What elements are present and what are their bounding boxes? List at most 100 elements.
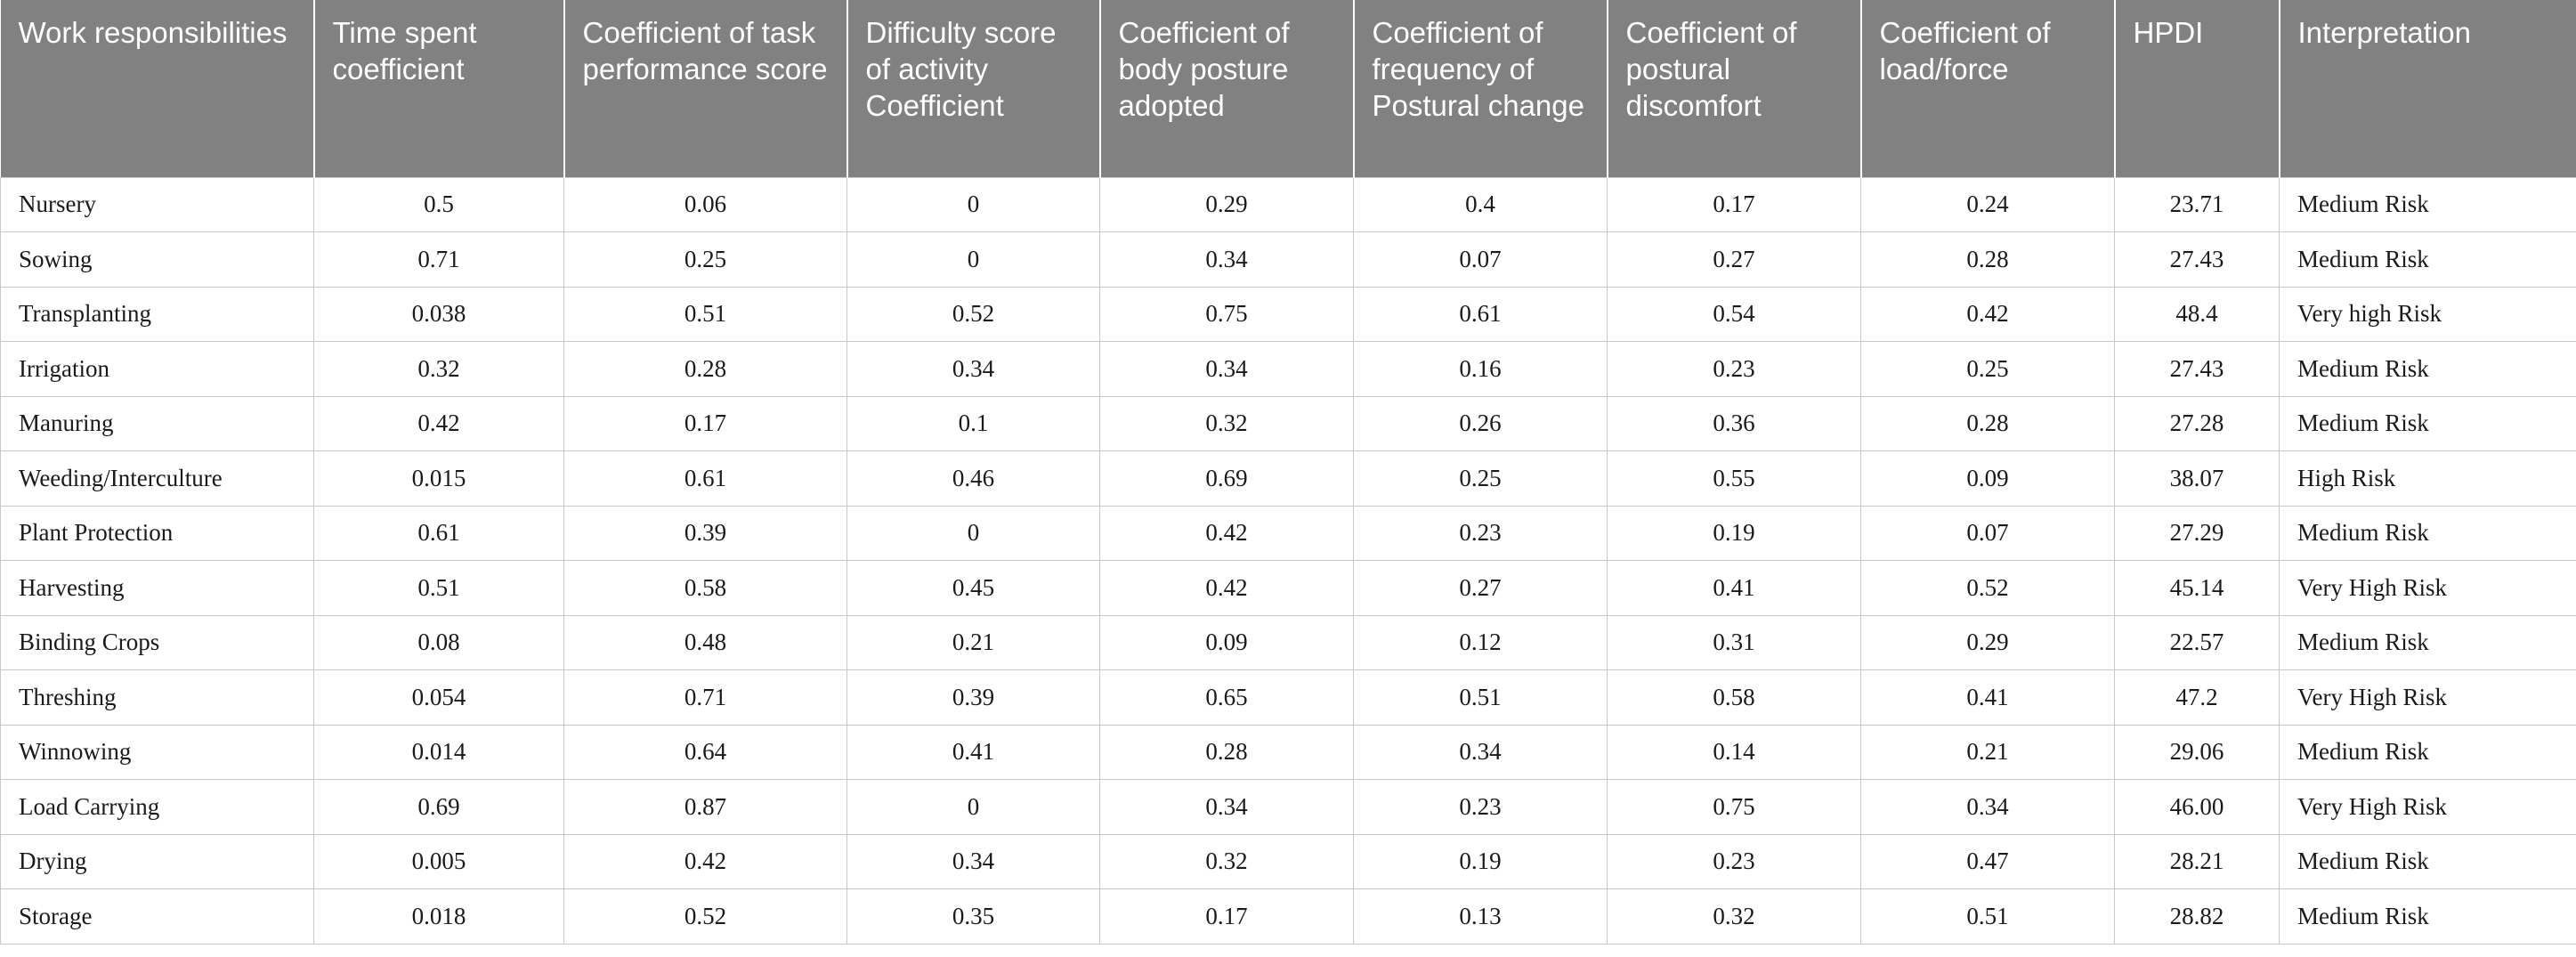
- cell-postural-change-frequency: 0.51: [1353, 669, 1608, 726]
- cell-interpretation: Medium Risk: [2279, 888, 2576, 945]
- cell-hpdi: 22.57: [2114, 614, 2280, 670]
- cell-load-force: 0.34: [1860, 779, 2115, 835]
- table-row: Storage 0.018 0.52 0.35 0.17 0.13 0.32 0.51 28.8…: [0, 888, 2576, 945]
- cell-postural-change-frequency: 0.34: [1353, 724, 1608, 780]
- cell-work-responsibility: Winnowing: [0, 724, 314, 780]
- cell-work-responsibility: Harvesting: [0, 560, 314, 616]
- cell-time-spent-coefficient: 0.038: [313, 286, 564, 342]
- cell-work-responsibility: Load Carrying: [0, 779, 314, 835]
- cell-interpretation: Medium Risk: [2279, 614, 2576, 670]
- cell-work-responsibility: Sowing: [0, 231, 314, 288]
- cell-task-performance-score: 0.48: [563, 614, 847, 670]
- cell-postural-change-frequency: 0.61: [1353, 286, 1608, 342]
- cell-postural-discomfort: 0.32: [1607, 888, 1861, 945]
- cell-postural-change-frequency: 0.16: [1353, 341, 1608, 397]
- cell-body-posture: 0.32: [1099, 395, 1354, 451]
- table-row: Binding Crops 0.08 0.48 0.21 0.09 0.12 0.31 0.2…: [0, 614, 2576, 670]
- cell-load-force: 0.24: [1860, 176, 2115, 232]
- cell-difficulty-score: 0.21: [847, 614, 1100, 670]
- cell-hpdi: 29.06: [2114, 724, 2280, 780]
- header-task-performance-score: Coefficient of task performance score: [563, 0, 847, 177]
- cell-body-posture: 0.34: [1099, 341, 1354, 397]
- cell-postural-change-frequency: 0.07: [1353, 231, 1608, 288]
- cell-postural-change-frequency: 0.25: [1353, 450, 1608, 507]
- cell-hpdi: 27.43: [2114, 231, 2280, 288]
- cell-interpretation: Medium Risk: [2279, 231, 2576, 288]
- header-postural-discomfort: Coefficient of postural discomfort: [1606, 0, 1861, 177]
- cell-postural-change-frequency: 0.23: [1353, 505, 1608, 561]
- cell-hpdi: 48.4: [2114, 286, 2280, 342]
- cell-load-force: 0.42: [1860, 286, 2115, 342]
- cell-load-force: 0.07: [1860, 505, 2115, 561]
- cell-difficulty-score: 0: [847, 176, 1100, 232]
- cell-time-spent-coefficient: 0.054: [313, 669, 564, 726]
- table-row: Harvesting 0.51 0.58 0.45 0.42 0.27 0.41 0.52 45…: [0, 560, 2576, 616]
- cell-difficulty-score: 0.45: [847, 560, 1100, 616]
- cell-hpdi: 23.71: [2114, 176, 2280, 232]
- table-row: Manuring 0.42 0.17 0.1 0.32 0.26 0.36 0.28 27.28…: [0, 395, 2576, 451]
- cell-body-posture: 0.34: [1099, 231, 1354, 288]
- cell-body-posture: 0.17: [1099, 888, 1354, 945]
- cell-time-spent-coefficient: 0.005: [313, 833, 564, 889]
- cell-interpretation: Very High Risk: [2279, 779, 2576, 835]
- cell-hpdi: 27.29: [2114, 505, 2280, 561]
- cell-load-force: 0.21: [1860, 724, 2115, 780]
- cell-hpdi: 38.07: [2114, 450, 2280, 507]
- cell-postural-discomfort: 0.58: [1607, 669, 1861, 726]
- cell-hpdi: 45.14: [2114, 560, 2280, 616]
- cell-postural-change-frequency: 0.12: [1353, 614, 1608, 670]
- cell-postural-change-frequency: 0.27: [1353, 560, 1608, 616]
- cell-body-posture: 0.42: [1099, 560, 1354, 616]
- cell-interpretation: Medium Risk: [2279, 395, 2576, 451]
- cell-task-performance-score: 0.39: [563, 505, 847, 561]
- cell-load-force: 0.51: [1860, 888, 2115, 945]
- header-work-responsibilities: Work responsibilities: [0, 0, 314, 177]
- table-row: Drying 0.005 0.42 0.34 0.32 0.19 0.23 0.47 28.21…: [0, 833, 2576, 889]
- cell-interpretation: Medium Risk: [2279, 176, 2576, 232]
- cell-time-spent-coefficient: 0.5: [313, 176, 564, 232]
- header-time-spent-coefficient: Time spent coefficient: [312, 0, 564, 177]
- cell-work-responsibility: Storage: [0, 888, 314, 945]
- cell-task-performance-score: 0.25: [563, 231, 847, 288]
- cell-postural-discomfort: 0.75: [1607, 779, 1861, 835]
- table-row: Plant Protection 0.61 0.39 0 0.42 0.23 0.19 0.0…: [0, 505, 2576, 561]
- header-load-force: Coefficient of load/force: [1859, 0, 2115, 177]
- cell-work-responsibility: Weeding/Interculture: [0, 450, 314, 507]
- cell-postural-change-frequency: 0.23: [1353, 779, 1608, 835]
- cell-task-performance-score: 0.42: [563, 833, 847, 889]
- cell-time-spent-coefficient: 0.51: [313, 560, 564, 616]
- cell-body-posture: 0.75: [1099, 286, 1354, 342]
- cell-body-posture: 0.65: [1099, 669, 1354, 726]
- cell-body-posture: 0.28: [1099, 724, 1354, 780]
- cell-body-posture: 0.42: [1099, 505, 1354, 561]
- cell-work-responsibility: Drying: [0, 833, 314, 889]
- table-row: Transplanting 0.038 0.51 0.52 0.75 0.61 0.54 0.…: [0, 286, 2576, 342]
- cell-difficulty-score: 0.46: [847, 450, 1100, 507]
- header-interpretation: Interpretation: [2278, 0, 2576, 177]
- table-row: Irrigation 0.32 0.28 0.34 0.34 0.16 0.23 0.25 27…: [0, 341, 2576, 397]
- cell-task-performance-score: 0.71: [563, 669, 847, 726]
- cell-time-spent-coefficient: 0.42: [313, 395, 564, 451]
- cell-time-spent-coefficient: 0.015: [313, 450, 564, 507]
- table-row: Winnowing 0.014 0.64 0.41 0.28 0.34 0.14 0.21 29…: [0, 724, 2576, 780]
- cell-postural-change-frequency: 0.13: [1353, 888, 1608, 945]
- cell-time-spent-coefficient: 0.71: [313, 231, 564, 288]
- cell-postural-discomfort: 0.19: [1607, 505, 1861, 561]
- cell-time-spent-coefficient: 0.69: [313, 779, 564, 835]
- header-row: Work responsibilities Time spent coeffici…: [0, 0, 2576, 177]
- cell-hpdi: 28.21: [2114, 833, 2280, 889]
- cell-postural-discomfort: 0.14: [1607, 724, 1861, 780]
- cell-load-force: 0.25: [1860, 341, 2115, 397]
- header-body-posture: Coefficient of body posture adopted: [1098, 0, 1354, 177]
- cell-postural-discomfort: 0.36: [1607, 395, 1861, 451]
- cell-difficulty-score: 0.1: [847, 395, 1100, 451]
- cell-difficulty-score: 0: [847, 779, 1100, 835]
- header-postural-change-frequency: Coefficient of frequency of Postural cha…: [1352, 0, 1608, 177]
- cell-task-performance-score: 0.52: [563, 888, 847, 945]
- cell-task-performance-score: 0.51: [563, 286, 847, 342]
- cell-body-posture: 0.09: [1099, 614, 1354, 670]
- cell-postural-discomfort: 0.23: [1607, 833, 1861, 889]
- cell-time-spent-coefficient: 0.32: [313, 341, 564, 397]
- cell-task-performance-score: 0.87: [563, 779, 847, 835]
- cell-interpretation: Medium Risk: [2279, 724, 2576, 780]
